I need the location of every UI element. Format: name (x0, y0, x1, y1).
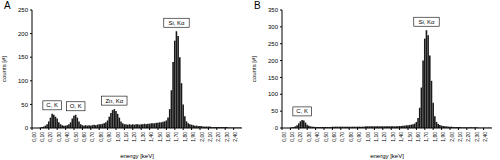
svg-text:0,00: 0,00 (281, 132, 287, 142)
svg-text:1,60: 1,60 (415, 132, 421, 142)
svg-text:1,20: 1,20 (381, 132, 387, 142)
svg-text:0,50: 0,50 (73, 132, 79, 142)
svg-text:energy [keV]: energy [keV] (370, 153, 404, 159)
svg-text:0,70: 0,70 (339, 132, 345, 142)
svg-text:0,30: 0,30 (306, 132, 312, 142)
svg-text:0,60: 0,60 (81, 132, 87, 142)
svg-text:200: 200 (268, 58, 279, 64)
svg-text:0,90: 0,90 (106, 132, 112, 142)
svg-text:50: 50 (271, 108, 278, 114)
svg-text:100: 100 (268, 91, 279, 97)
svg-text:0,40: 0,40 (314, 132, 320, 142)
svg-text:1,90: 1,90 (190, 132, 196, 142)
svg-text:0: 0 (275, 125, 279, 131)
svg-text:C, K: C, K (296, 108, 308, 114)
svg-text:0,00: 0,00 (31, 132, 37, 142)
svg-text:1,20: 1,20 (131, 132, 137, 142)
svg-text:0,50: 0,50 (323, 132, 329, 142)
svg-text:1,40: 1,40 (398, 132, 404, 142)
svg-text:1,70: 1,70 (423, 132, 429, 142)
svg-text:0,70: 0,70 (89, 132, 95, 142)
svg-text:50: 50 (21, 102, 28, 108)
svg-text:0,20: 0,20 (47, 132, 53, 142)
svg-text:2,30: 2,30 (224, 132, 230, 142)
svg-text:0,40: 0,40 (64, 132, 70, 142)
svg-text:350: 350 (268, 7, 279, 13)
svg-text:150: 150 (268, 75, 279, 81)
svg-text:100: 100 (18, 78, 29, 84)
svg-text:2,40: 2,40 (482, 132, 488, 142)
svg-text:1,50: 1,50 (157, 132, 163, 142)
svg-text:2,40: 2,40 (232, 132, 238, 142)
svg-text:2,00: 2,00 (199, 132, 205, 142)
svg-text:0,30: 0,30 (56, 132, 62, 142)
svg-text:1,40: 1,40 (148, 132, 154, 142)
svg-text:150: 150 (18, 54, 29, 60)
svg-text:0,80: 0,80 (348, 132, 354, 142)
svg-text:1,80: 1,80 (182, 132, 188, 142)
svg-text:2,10: 2,10 (457, 132, 463, 142)
html-text:B: B (254, 0, 261, 11)
svg-text:C, K: C, K (46, 102, 58, 108)
svg-text:0,10: 0,10 (289, 132, 295, 142)
svg-text:250: 250 (18, 7, 29, 13)
svg-text:energy [keV]: energy [keV] (120, 153, 154, 159)
svg-text:0: 0 (25, 125, 29, 131)
svg-text:Si, Kα: Si, Kα (168, 20, 185, 26)
svg-text:0,60: 0,60 (331, 132, 337, 142)
svg-text:2,10: 2,10 (207, 132, 213, 142)
svg-text:1,30: 1,30 (390, 132, 396, 142)
svg-text:0,80: 0,80 (98, 132, 104, 142)
svg-text:1,30: 1,30 (140, 132, 146, 142)
svg-text:2,20: 2,20 (215, 132, 221, 142)
svg-text:0,90: 0,90 (356, 132, 362, 142)
svg-text:1,10: 1,10 (123, 132, 129, 142)
svg-text:0,10: 0,10 (39, 132, 45, 142)
svg-text:Si, Kα: Si, Kα (418, 19, 435, 25)
svg-text:2,20: 2,20 (465, 132, 471, 142)
svg-text:250: 250 (268, 41, 279, 47)
svg-text:1,00: 1,00 (365, 132, 371, 142)
svg-text:200: 200 (18, 31, 29, 37)
svg-text:1,60: 1,60 (165, 132, 171, 142)
html-text:A: A (4, 0, 11, 11)
svg-text:1,00: 1,00 (115, 132, 121, 142)
svg-text:1,10: 1,10 (373, 132, 379, 142)
svg-text:1,70: 1,70 (173, 132, 179, 142)
svg-text:2,30: 2,30 (474, 132, 480, 142)
svg-text:O, K: O, K (70, 103, 82, 109)
svg-text:300: 300 (268, 24, 279, 30)
svg-text:0,20: 0,20 (297, 132, 303, 142)
svg-text:counts [#]: counts [#] (251, 56, 257, 82)
svg-text:Zn, Kα: Zn, Kα (105, 98, 123, 104)
svg-text:1,90: 1,90 (440, 132, 446, 142)
svg-text:2,00: 2,00 (449, 132, 455, 142)
svg-text:1,50: 1,50 (407, 132, 413, 142)
svg-text:1,80: 1,80 (432, 132, 438, 142)
